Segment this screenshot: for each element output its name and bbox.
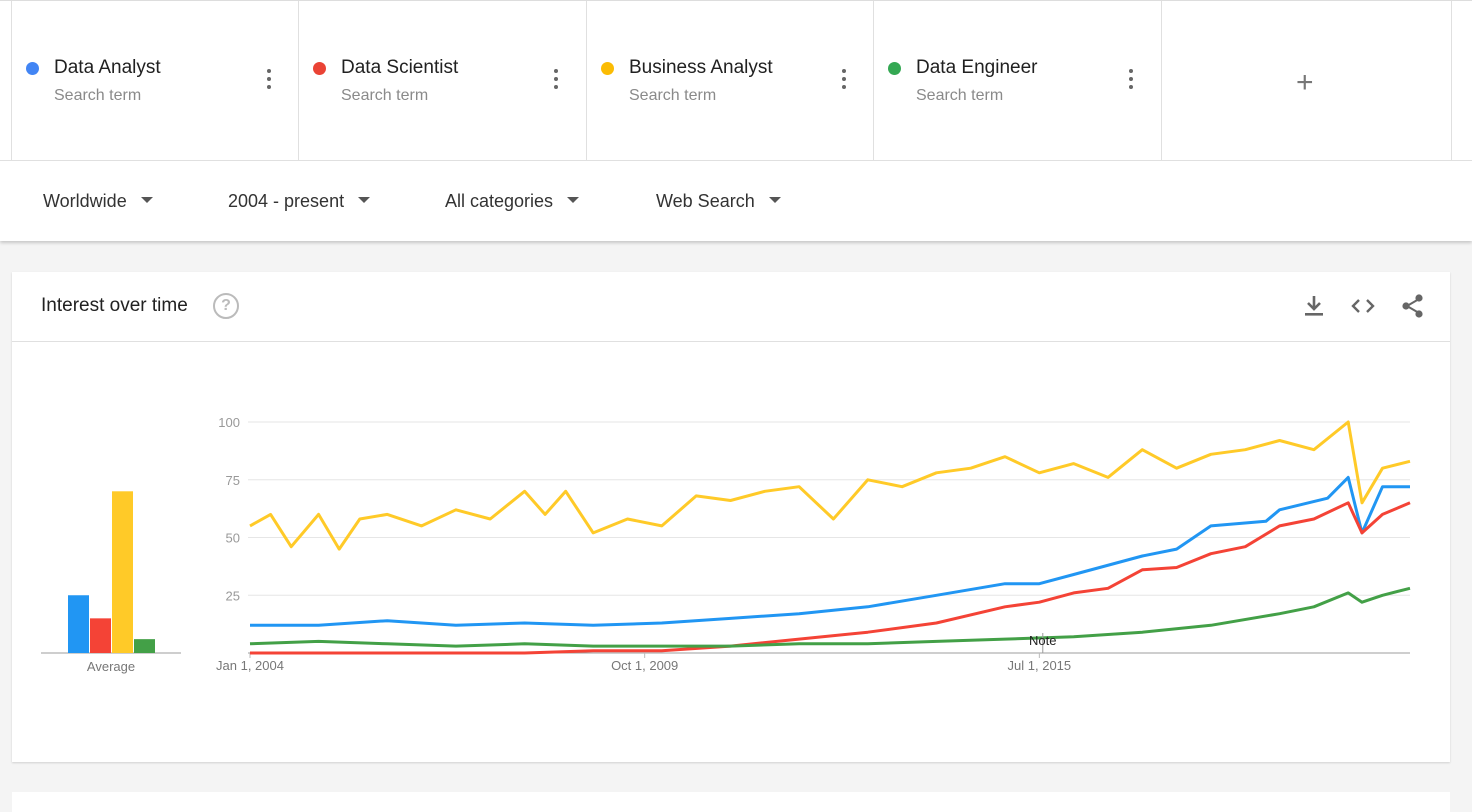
region-value: Worldwide [43, 191, 127, 211]
color-dot-icon [313, 62, 326, 75]
chart-labels: 25 50 75 100 Jan 1, 2004 Oct 1, 2009 Jul 1, 20… [87, 415, 1071, 674]
average-bar-data-analyst[interactable] [68, 595, 89, 653]
y-tick-label: 25 [226, 588, 240, 603]
search-term-type: Search term [916, 87, 1004, 104]
plus-icon[interactable]: + [1296, 66, 1314, 99]
more-options-icon[interactable] [552, 69, 560, 93]
series-line-data-analyst[interactable] [250, 475, 1410, 627]
average-bar-data-engineer[interactable] [134, 639, 155, 653]
x-tick-label: Oct 1, 2009 [611, 658, 678, 673]
y-tick-label: 50 [226, 531, 240, 546]
average-bar-data-scientist[interactable] [90, 618, 111, 653]
average-label: Average [87, 659, 135, 674]
color-dot-icon [888, 62, 901, 75]
chart-grid [248, 421, 1410, 658]
card-title: Interest over time [41, 295, 188, 316]
category-value: All categories [445, 191, 554, 211]
explore-header: Data Analyst Search term Data Scientist … [0, 0, 1472, 241]
search-terms-bar: Data Analyst Search term Data Scientist … [0, 1, 1472, 161]
y-tick-label: 100 [218, 415, 240, 430]
search-term-data-engineer[interactable]: Data Engineer Search term [873, 1, 1161, 160]
search-term-name: Data Engineer [916, 57, 1038, 78]
add-comparison-button[interactable]: + [1161, 1, 1452, 160]
search-term-data-scientist[interactable]: Data Scientist Search term [298, 1, 586, 160]
average-bar-business-analyst[interactable] [112, 491, 133, 653]
search-term-type: Search term [54, 87, 142, 104]
series-line-data-scientist[interactable] [250, 501, 1411, 655]
average-bars [41, 491, 181, 654]
more-options-icon[interactable] [1127, 69, 1135, 93]
filters-bar: Worldwide 2004 - present All categories … [0, 161, 1472, 241]
next-card [12, 792, 1450, 812]
color-dot-icon [26, 62, 39, 75]
help-icon[interactable]: ? [213, 293, 239, 319]
search-term-name: Data Analyst [54, 57, 161, 78]
interest-over-time-card: Interest over time ? 25 50 [12, 272, 1450, 762]
card-header: Interest over time ? [12, 272, 1450, 342]
note-annotation[interactable]: Note [1029, 633, 1056, 648]
more-options-icon[interactable] [840, 69, 848, 93]
search-term-business-analyst[interactable]: Business Analyst Search term [586, 1, 874, 160]
category-dropdown[interactable]: All categories [445, 191, 580, 212]
series-line-data-engineer[interactable] [249, 586, 1411, 648]
time-range-dropdown[interactable]: 2004 - present [228, 191, 371, 212]
region-dropdown[interactable]: Worldwide [43, 191, 153, 212]
download-icon[interactable] [1300, 292, 1328, 320]
chart-lines [249, 420, 1411, 655]
series-line-business-analyst[interactable] [249, 420, 1411, 551]
search-type-value: Web Search [656, 191, 755, 211]
time-range-value: 2004 - present [228, 191, 345, 211]
dropdown-arrow-icon [567, 197, 580, 204]
dropdown-arrow-icon [768, 197, 781, 204]
more-options-icon[interactable] [265, 69, 273, 93]
x-tick-label: Jul 1, 2015 [1008, 658, 1072, 673]
search-term-name: Business Analyst [629, 57, 773, 78]
search-term-type: Search term [629, 87, 717, 104]
y-tick-label: 75 [226, 473, 240, 488]
search-term-name: Data Scientist [341, 57, 459, 78]
embed-code-icon[interactable] [1349, 292, 1377, 320]
search-term-data-analyst[interactable]: Data Analyst Search term [11, 1, 299, 160]
share-icon[interactable] [1399, 292, 1427, 320]
dropdown-arrow-icon [358, 197, 371, 204]
x-tick-label: Jan 1, 2004 [216, 658, 284, 673]
search-type-dropdown[interactable]: Web Search [656, 191, 781, 212]
color-dot-icon [601, 62, 614, 75]
search-term-type: Search term [341, 87, 429, 104]
dropdown-arrow-icon [140, 197, 153, 204]
interest-chart: 25 50 75 100 Jan 1, 2004 Oct 1, 2009 Jul 1, 20… [41, 415, 1411, 674]
